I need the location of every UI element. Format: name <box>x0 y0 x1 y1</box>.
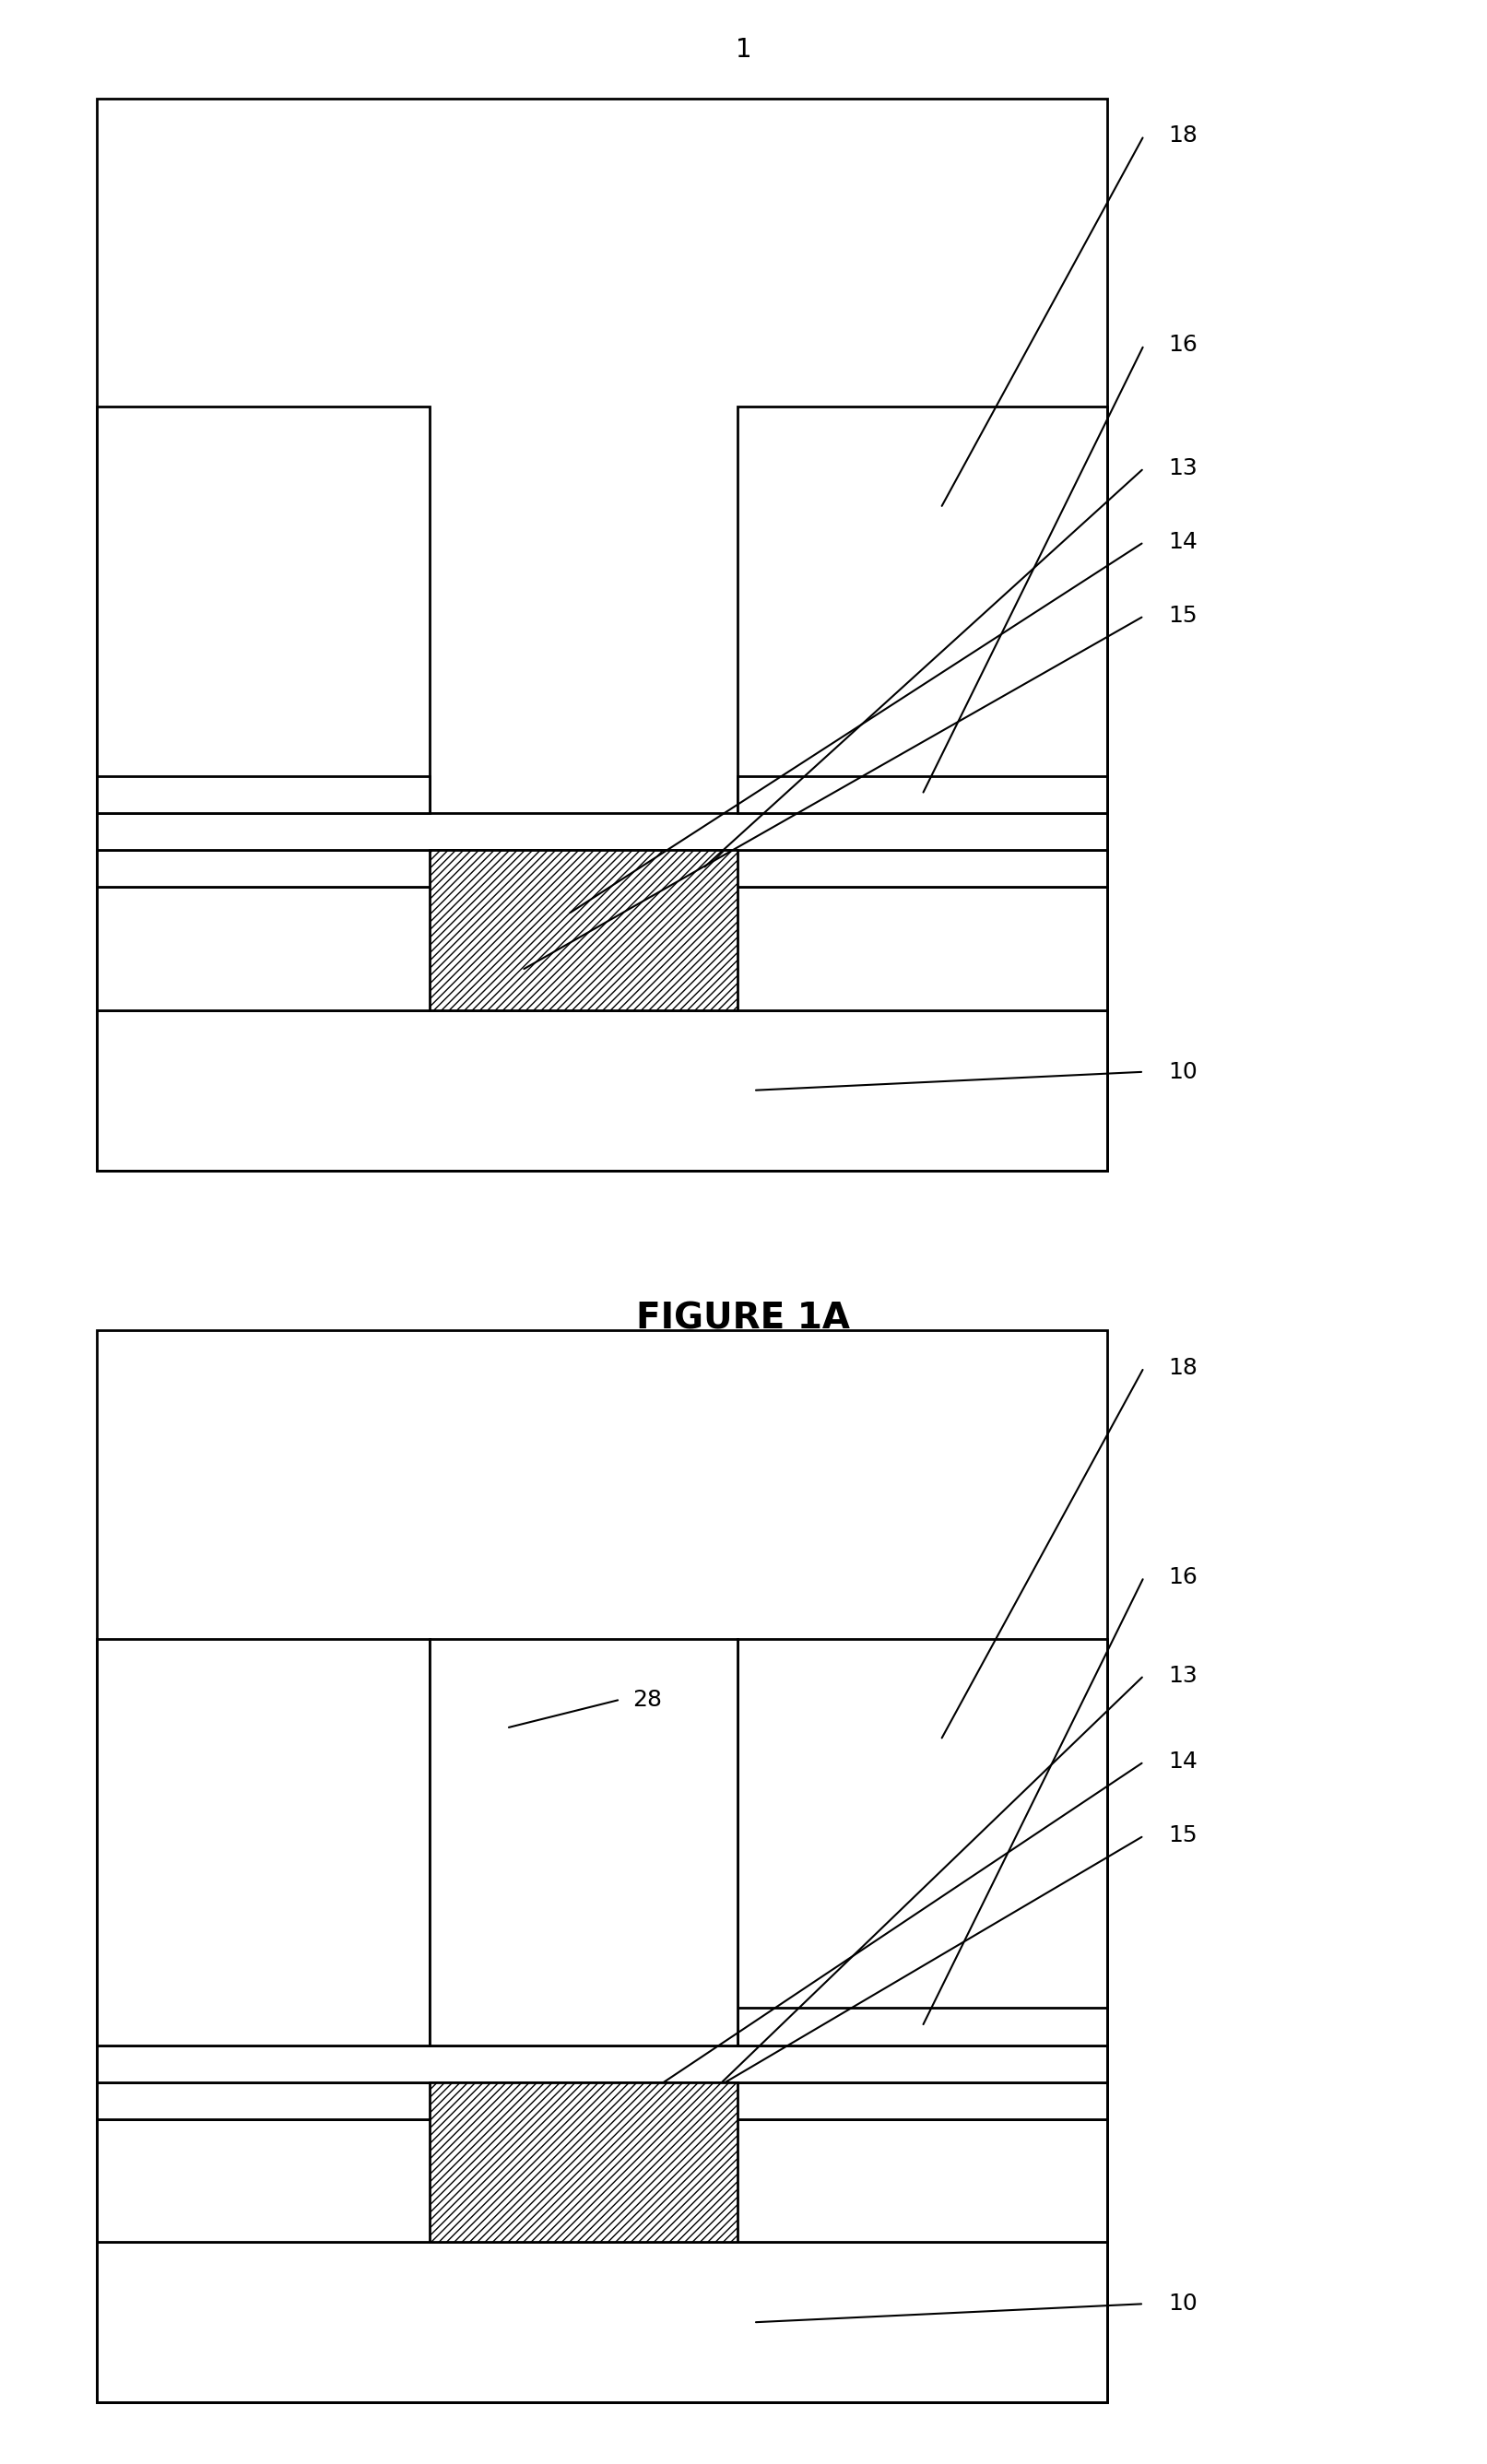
Bar <box>738 1639 1106 2045</box>
Bar <box>97 1010 1106 1170</box>
Text: 13: 13 <box>1169 1666 1199 1685</box>
Bar <box>97 813 1106 850</box>
Text: 16: 16 <box>1169 1567 1199 1587</box>
Text: 10: 10 <box>1169 2294 1199 2314</box>
Bar <box>738 407 1106 813</box>
Text: 14: 14 <box>1169 1752 1199 1772</box>
Bar <box>97 99 1106 1170</box>
Text: FIGURE 1A: FIGURE 1A <box>636 1301 851 1335</box>
Bar <box>430 850 738 1010</box>
Text: 15: 15 <box>1169 1826 1197 1846</box>
Bar <box>97 2119 1106 2242</box>
Text: 18: 18 <box>1169 126 1199 145</box>
Bar <box>97 776 430 813</box>
Text: 16: 16 <box>1169 335 1199 355</box>
Text: 18: 18 <box>1169 1358 1199 1377</box>
Text: 28: 28 <box>632 1688 662 1710</box>
Bar <box>97 2082 1106 2119</box>
Bar <box>738 2008 1106 2045</box>
Bar <box>97 2045 1106 2082</box>
Text: 14: 14 <box>1169 532 1199 552</box>
Text: 13: 13 <box>1169 458 1199 478</box>
Bar <box>97 887 1106 1010</box>
Text: 15: 15 <box>1169 606 1197 626</box>
Bar <box>97 407 430 813</box>
Bar <box>97 850 1106 887</box>
Bar <box>97 1639 430 2045</box>
Bar <box>738 776 1106 813</box>
Bar <box>97 1331 1106 2402</box>
Bar <box>430 2082 738 2242</box>
Text: 1: 1 <box>736 37 751 62</box>
Bar <box>97 2242 1106 2402</box>
Text: 10: 10 <box>1169 1062 1199 1082</box>
Bar <box>430 1639 738 2045</box>
